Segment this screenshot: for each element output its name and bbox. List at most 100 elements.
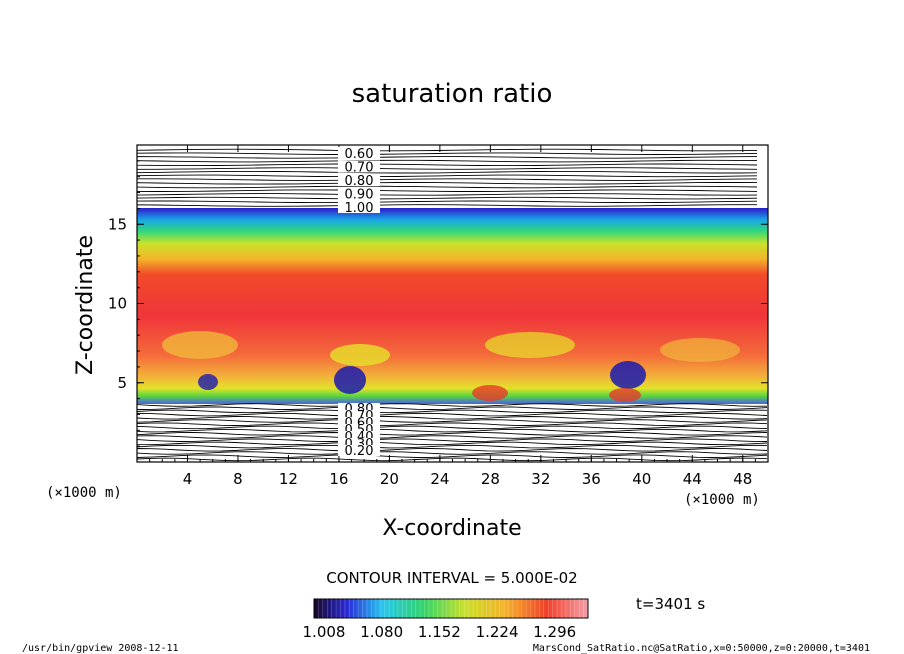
saturation-field — [137, 208, 768, 404]
contour-line — [137, 444, 768, 449]
contour-label: 0.70 — [345, 161, 374, 176]
contour-label: 0.90 — [345, 188, 374, 203]
contour-label: 0.20 — [345, 444, 374, 459]
contour-label-bg — [338, 160, 380, 173]
x-tick-label: 28 — [481, 470, 500, 488]
contour-label-bg — [338, 431, 380, 442]
contour-line — [137, 178, 758, 181]
field-blob — [330, 344, 390, 366]
contour-line — [137, 156, 758, 159]
contour-line — [137, 419, 768, 423]
field-blob — [162, 331, 238, 359]
x-tick-label: 24 — [430, 470, 449, 488]
colorbar-tick-label: 1.008 — [303, 623, 346, 641]
contour-line — [137, 428, 768, 433]
footer-right: MarsCond_SatRatio.nc@SatRatio,x=0:50000,… — [533, 643, 870, 654]
colorbar-tick-label: 1.224 — [476, 623, 519, 641]
x-tick-label: 48 — [733, 470, 752, 488]
field-blob — [198, 374, 218, 390]
contour-label-bg — [338, 201, 380, 213]
colorbar-tick-label: 1.152 — [418, 623, 461, 641]
contour-line — [137, 435, 768, 439]
contour-line — [137, 185, 758, 189]
field-blob — [334, 366, 366, 394]
x-tick-label: 40 — [632, 470, 651, 488]
contour-line — [137, 412, 768, 417]
contour-labels: 0.600.700.800.901.000.800.700.600.500.40… — [338, 147, 380, 459]
y-tick-label: 15 — [108, 215, 127, 233]
contour-lines-upper — [137, 148, 758, 207]
contour-line — [137, 182, 758, 185]
contour-line — [137, 448, 768, 452]
field-blob — [610, 361, 646, 389]
chart-title: saturation ratio — [352, 79, 553, 109]
x-tick-label: 32 — [531, 470, 550, 488]
field-blob — [660, 338, 740, 362]
x-tick-label: 8 — [233, 470, 243, 488]
footer-left: /usr/bin/gpview 2008-12-11 — [22, 643, 179, 654]
contour-line — [137, 457, 768, 462]
colorbar-gradient — [313, 598, 589, 619]
contour-line — [137, 174, 758, 178]
contour-line — [137, 409, 768, 414]
field-blob — [485, 332, 575, 358]
contour-label-bg — [338, 187, 380, 200]
colorbar-stripes — [318, 599, 584, 618]
contour-line — [137, 451, 768, 455]
contour-line — [137, 441, 768, 446]
x-unit-label-right: (×1000 m) — [684, 492, 760, 508]
contour-line — [137, 438, 768, 442]
contour-line — [137, 416, 768, 420]
x-tick-label: 44 — [683, 470, 702, 488]
y-axis: 5 10 15 — [108, 160, 768, 447]
contour-line — [137, 403, 768, 407]
contour-label-bg — [338, 417, 380, 428]
x-unit-label-left: (×1000 m) — [46, 485, 122, 501]
contour-line — [137, 454, 768, 458]
contour-line — [137, 196, 758, 200]
colorbar: 1.008 1.080 1.152 1.224 1.296 — [303, 598, 589, 641]
time-label: t=3401 s — [636, 595, 705, 613]
contour-line — [137, 170, 758, 174]
contour-label-bg — [338, 410, 380, 421]
contour-line — [137, 152, 758, 155]
contour-line — [137, 200, 758, 204]
y-axis-title: Z-coordinate — [73, 235, 98, 375]
contour-label-bg — [338, 438, 380, 449]
contour-interval: CONTOUR INTERVAL = 5.000E-02 — [326, 569, 577, 587]
contour-label: 0.60 — [345, 147, 374, 162]
x-tick-label: 12 — [279, 470, 298, 488]
contour-label-bg — [338, 424, 380, 435]
contour-line — [137, 432, 768, 436]
contour-line — [137, 425, 768, 430]
y-tick-label: 5 — [117, 374, 127, 392]
contour-line — [137, 204, 757, 207]
contour-line — [137, 193, 758, 196]
field-blob — [472, 385, 508, 401]
x-axis: 4 8 12 16 20 24 28 32 36 40 44 48 — [149, 145, 756, 488]
x-axis-title: X-coordinate — [382, 516, 521, 541]
x-tick-label: 16 — [329, 470, 348, 488]
contour-line — [137, 167, 758, 170]
contour-line — [137, 406, 768, 410]
y-tick-label: 10 — [108, 295, 127, 313]
contour-label-bg — [338, 174, 380, 186]
x-tick-label: 4 — [183, 470, 193, 488]
contour-line — [137, 163, 758, 167]
contour-line — [137, 422, 768, 426]
colorbar-labels: 1.008 1.080 1.152 1.224 1.296 — [303, 623, 577, 641]
colorbar-tick-label: 1.080 — [360, 623, 403, 641]
x-tick-label: 20 — [380, 470, 399, 488]
contour-label: 1.00 — [345, 201, 374, 216]
contour-lines-lower — [137, 403, 768, 462]
field-blob — [609, 388, 641, 402]
x-tick-label: 36 — [582, 470, 601, 488]
contour-line — [137, 189, 758, 192]
contour-label-bg — [338, 147, 380, 159]
contour-label: 0.80 — [345, 174, 374, 189]
contour-label-bg — [338, 403, 380, 414]
colorbar-tick-label: 1.296 — [533, 623, 576, 641]
contour-line — [137, 159, 758, 163]
